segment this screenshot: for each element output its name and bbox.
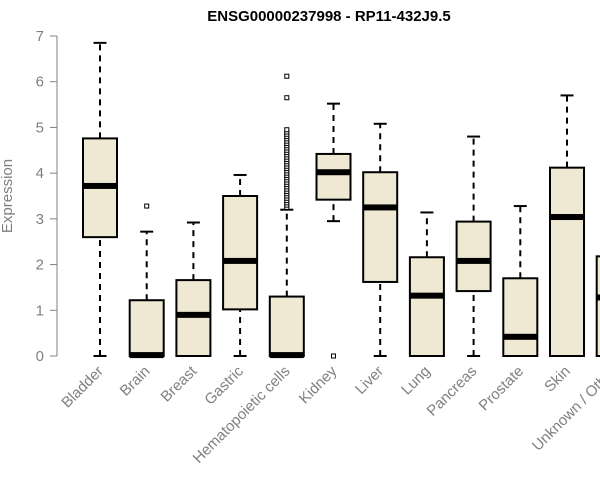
median-bar: [550, 214, 584, 221]
x-tick-label: Bladder: [58, 363, 107, 412]
x-tick-label: Lung: [398, 363, 434, 399]
iqr-box: [128, 299, 165, 358]
x-tick-label: Prostate: [476, 363, 528, 415]
iqr-box: [268, 295, 305, 358]
median-bar: [409, 292, 444, 299]
x-tick-label: Breast: [158, 362, 201, 405]
boxes-layer: [82, 41, 600, 359]
iqr-box: [315, 152, 352, 201]
median-bar: [316, 169, 351, 176]
x-tick-label: Gastric: [201, 362, 247, 408]
y-tick-label: 7: [36, 28, 44, 45]
box-group: [268, 73, 305, 359]
median-bar: [129, 352, 164, 359]
median-bar: [596, 294, 600, 301]
iqr-box: [408, 256, 445, 357]
outlier-point: [331, 353, 336, 359]
median-bar: [363, 204, 398, 211]
y-tick-label: 0: [36, 348, 44, 365]
x-tick-label: Skin: [541, 363, 574, 396]
x-tick-label: Kidney: [296, 362, 341, 407]
x-tick-label: Pancreas: [424, 363, 481, 420]
box-group: [222, 173, 259, 357]
outlier-point: [284, 127, 290, 133]
x-tick-label: Brain: [117, 363, 154, 400]
iqr-box: [549, 166, 585, 357]
y-tick-label: 2: [36, 257, 44, 274]
outlier-point: [284, 73, 290, 79]
y-axis-label: Expression: [0, 159, 16, 233]
y-tick-label: 3: [36, 211, 44, 228]
chart-title: ENSG00000237998 - RP11-432J9.5: [207, 8, 451, 25]
box-group: [455, 135, 492, 357]
box-group: [175, 221, 212, 357]
y-tick-label: 1: [36, 302, 44, 319]
median-bar: [223, 257, 258, 264]
median-bar: [269, 352, 304, 359]
box-group: [502, 205, 539, 357]
iqr-box: [595, 255, 600, 358]
median-bar: [503, 333, 538, 340]
y-tick-label: 4: [36, 165, 44, 182]
box-group: [549, 94, 585, 357]
iqr-box: [362, 171, 399, 283]
iqr-box: [502, 277, 539, 357]
box-group: [595, 255, 600, 358]
y-axis: 0 1 2 3 4 5 6 7: [36, 28, 58, 365]
box-group: [128, 203, 165, 359]
box-group: [82, 41, 118, 357]
iqr-box: [175, 279, 212, 357]
outlier-point: [284, 95, 290, 101]
y-tick-label: 6: [36, 74, 44, 91]
iqr-box: [222, 195, 259, 311]
box-group: [408, 211, 445, 357]
x-tick-label: Liver: [352, 363, 387, 398]
box-group: [362, 122, 399, 357]
outlier-point: [144, 203, 150, 209]
median-bar: [456, 257, 491, 264]
median-bar: [83, 182, 117, 189]
iqr-box: [455, 220, 492, 293]
median-bar: [176, 311, 211, 318]
box-group: [315, 102, 352, 359]
y-tick-label: 5: [36, 119, 44, 136]
